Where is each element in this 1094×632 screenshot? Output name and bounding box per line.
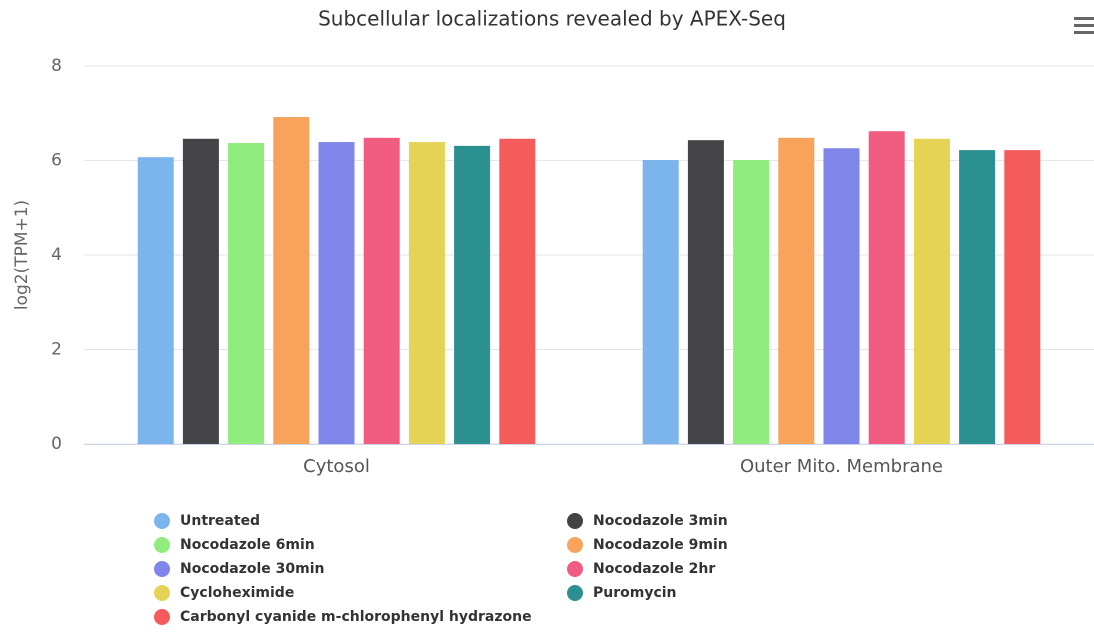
y-tick-label: 2 <box>51 340 62 360</box>
bar <box>182 138 219 444</box>
bar <box>1004 150 1041 445</box>
bar <box>778 137 815 444</box>
legend-label: Nocodazole 2hr <box>593 561 715 577</box>
bar <box>868 131 905 444</box>
bar <box>823 148 860 444</box>
chart-title: Subcellular localizations revealed by AP… <box>318 7 786 31</box>
legend-label: Carbonyl cyanide m-chlorophenyl hydrazon… <box>180 609 532 625</box>
bar <box>318 142 355 444</box>
legend-label: Nocodazole 9min <box>593 537 728 553</box>
legend-label: Puromycin <box>593 585 677 601</box>
legend-label: Nocodazole 6min <box>180 537 315 553</box>
bar <box>687 140 724 444</box>
legend-marker <box>567 561 583 577</box>
legend-label: Nocodazole 30min <box>180 561 325 577</box>
bar <box>642 160 679 444</box>
legend-marker <box>567 537 583 553</box>
legend-marker <box>154 537 170 553</box>
legend-marker <box>567 585 583 601</box>
legend-label: Cycloheximide <box>180 585 294 601</box>
bar <box>363 137 400 444</box>
menu-bar[interactable] <box>1074 24 1094 27</box>
y-tick-label: 0 <box>51 434 62 454</box>
y-axis-title: log2(TPM+1) <box>12 200 32 310</box>
bar <box>959 150 996 445</box>
legend-label: Untreated <box>180 513 260 529</box>
bar <box>733 160 770 444</box>
bar <box>499 138 536 444</box>
bar <box>913 138 950 444</box>
legend-marker <box>154 609 170 625</box>
menu-bar[interactable] <box>1074 17 1094 20</box>
y-tick-label: 8 <box>51 56 62 76</box>
legend-marker <box>567 513 583 529</box>
x-tick-label: Cytosol <box>303 456 370 477</box>
y-tick-label: 6 <box>51 151 62 171</box>
menu-icon[interactable] <box>1074 17 1094 34</box>
legend-marker <box>154 513 170 529</box>
bar <box>454 145 491 445</box>
legend-marker <box>154 585 170 601</box>
menu-bar[interactable] <box>1074 31 1094 34</box>
bar <box>408 142 445 444</box>
x-tick-label: Outer Mito. Membrane <box>740 456 943 477</box>
bar <box>137 157 174 444</box>
legend-label: Nocodazole 3min <box>593 513 728 529</box>
legend-marker <box>154 561 170 577</box>
bar <box>273 117 310 444</box>
bar <box>228 143 265 444</box>
y-tick-label: 4 <box>51 245 62 265</box>
